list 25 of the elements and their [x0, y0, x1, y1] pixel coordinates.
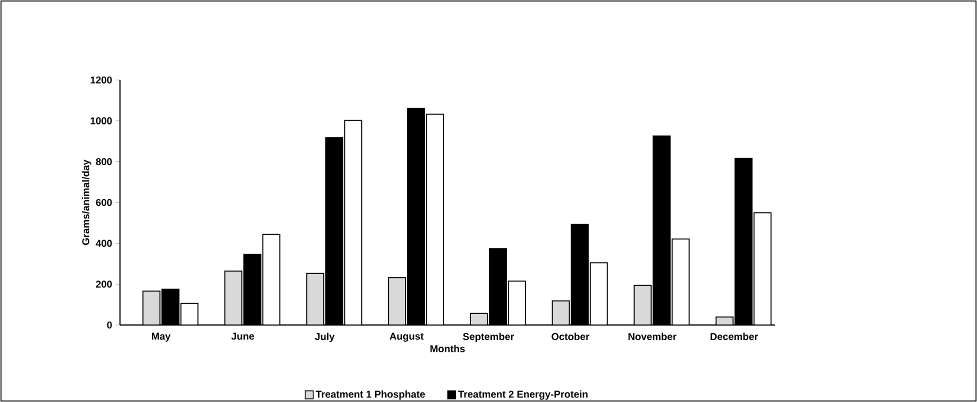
x-tick-label: August — [390, 332, 424, 342]
y-tick-label: 400 — [96, 240, 112, 247]
x-tick-label: November — [628, 332, 676, 340]
y-tick-label: 800 — [96, 158, 112, 166]
bar — [552, 300, 570, 325]
bar — [388, 277, 406, 325]
x-tick-label: May — [152, 332, 171, 342]
y-tick-label: 0 — [107, 321, 112, 329]
y-tick-label: 1200 — [90, 76, 112, 84]
x-tick-label: June — [231, 332, 254, 340]
legend-label: Treatment 1 Phosphate — [316, 390, 425, 400]
bar — [224, 270, 242, 325]
y-axis-title: Grams/animal/day — [82, 160, 92, 246]
y-tick-label: 600 — [96, 198, 112, 206]
x-tick-label: September — [462, 332, 514, 342]
x-tick-label: July — [314, 332, 335, 342]
legend-label: Treatment 2 Energy-Protein — [458, 390, 588, 400]
y-tick-label: 200 — [96, 280, 112, 288]
bar — [634, 284, 652, 325]
x-axis-title: Months — [430, 344, 465, 352]
bar — [142, 290, 160, 325]
x-tick-label: October — [552, 332, 590, 340]
y-tick-label: 1000 — [90, 117, 112, 124]
x-tick-label: December — [710, 332, 758, 340]
bar — [306, 272, 324, 325]
